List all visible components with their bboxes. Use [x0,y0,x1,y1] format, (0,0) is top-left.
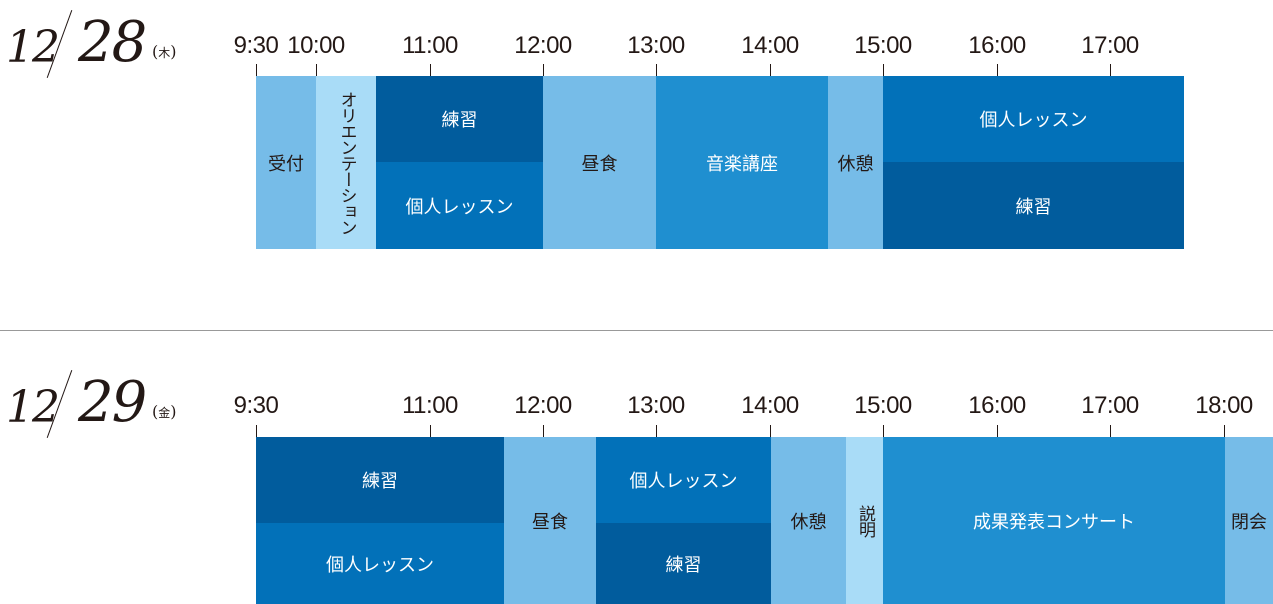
time-tick [997,64,998,76]
time-label: 15:00 [854,392,912,419]
time-tick [1224,425,1225,437]
block-practice: 練習 [376,76,543,162]
time-label: 16:00 [968,392,1026,419]
date-day: 29 [78,370,147,435]
block-label: 音楽講座 [706,153,778,175]
block-label: 個人レッスン [979,110,1088,131]
time-label: 14:00 [741,32,799,59]
block-label: 昼食 [532,511,568,533]
time-tick [316,64,317,76]
block-lesson: 個人レッスン [376,162,543,249]
date-weekday: (金) [152,402,177,421]
block-label: 個人レッスン [326,554,434,576]
block-practice: 練習 [256,437,504,523]
time-tick [997,425,998,437]
block-label: 練習 [362,471,398,492]
block-label: 練習 [1015,196,1052,218]
block-label: 成果発表コンサート [973,511,1135,533]
day-divider [0,330,1273,331]
block-label: 個人レッスン [405,196,514,218]
block-label: 練習 [665,554,702,576]
block-label: 昼食 [581,153,618,175]
time-tick [883,425,884,437]
time-tick [543,64,544,76]
time-tick [543,425,544,437]
block-explanation: 説明 [846,437,883,604]
block-lunch: 昼食 [504,437,596,604]
block-lunch: 昼食 [543,76,656,249]
block-music-lecture: 音楽講座 [656,76,828,249]
date-day1: 12 28 (木) [6,8,226,78]
block-label: 練習 [441,110,478,131]
time-label: 10:00 [287,32,345,59]
block-lesson: 個人レッスン [256,523,504,604]
block-label: オリエンテーション [336,90,357,235]
time-label: 9:30 [233,392,279,419]
time-label: 18:00 [1195,392,1253,419]
time-label: 11:00 [402,32,458,59]
time-tick [1110,64,1111,76]
date-weekday: (木) [152,42,177,61]
time-label: 12:00 [514,32,572,59]
weekday-char: 金 [158,406,171,420]
time-tick [883,64,884,76]
block-reception: 受付 [256,76,316,249]
block-closing: 閉会 [1225,437,1273,604]
date-day: 28 [78,10,147,75]
date-day2: 12 29 (金) [6,368,226,438]
block-lesson: 個人レッスン [883,76,1184,162]
time-label: 17:00 [1081,32,1139,59]
block-label: 閉会 [1231,511,1267,533]
time-tick [656,64,657,76]
time-label: 12:00 [514,392,572,419]
time-label: 11:00 [402,392,458,419]
block-concert: 成果発表コンサート [883,437,1225,604]
block-lesson: 個人レッスン [596,437,771,523]
time-label: 14:00 [741,392,799,419]
time-tick [656,425,657,437]
block-orientation: オリエンテーション [316,76,376,249]
time-label: 16:00 [968,32,1026,59]
block-break: 休憩 [828,76,883,249]
time-tick [430,64,431,76]
time-label: 13:00 [627,32,685,59]
block-practice: 練習 [596,523,771,604]
time-label: 17:00 [1081,392,1139,419]
time-tick [1110,425,1111,437]
time-tick [770,425,771,437]
block-label: 説明 [855,504,875,537]
block-break: 休憩 [771,437,846,604]
time-tick [256,64,257,76]
time-label: 9:30 [233,32,279,59]
block-label: 個人レッスン [629,471,738,492]
block-label: 受付 [268,153,304,175]
time-tick [430,425,431,437]
block-practice: 練習 [883,162,1184,249]
block-label: 休憩 [790,511,827,533]
time-label: 15:00 [854,32,912,59]
time-tick [256,425,257,437]
weekday-char: 木 [158,46,171,60]
time-label: 13:00 [627,392,685,419]
time-tick [770,64,771,76]
block-label: 休憩 [837,153,874,175]
